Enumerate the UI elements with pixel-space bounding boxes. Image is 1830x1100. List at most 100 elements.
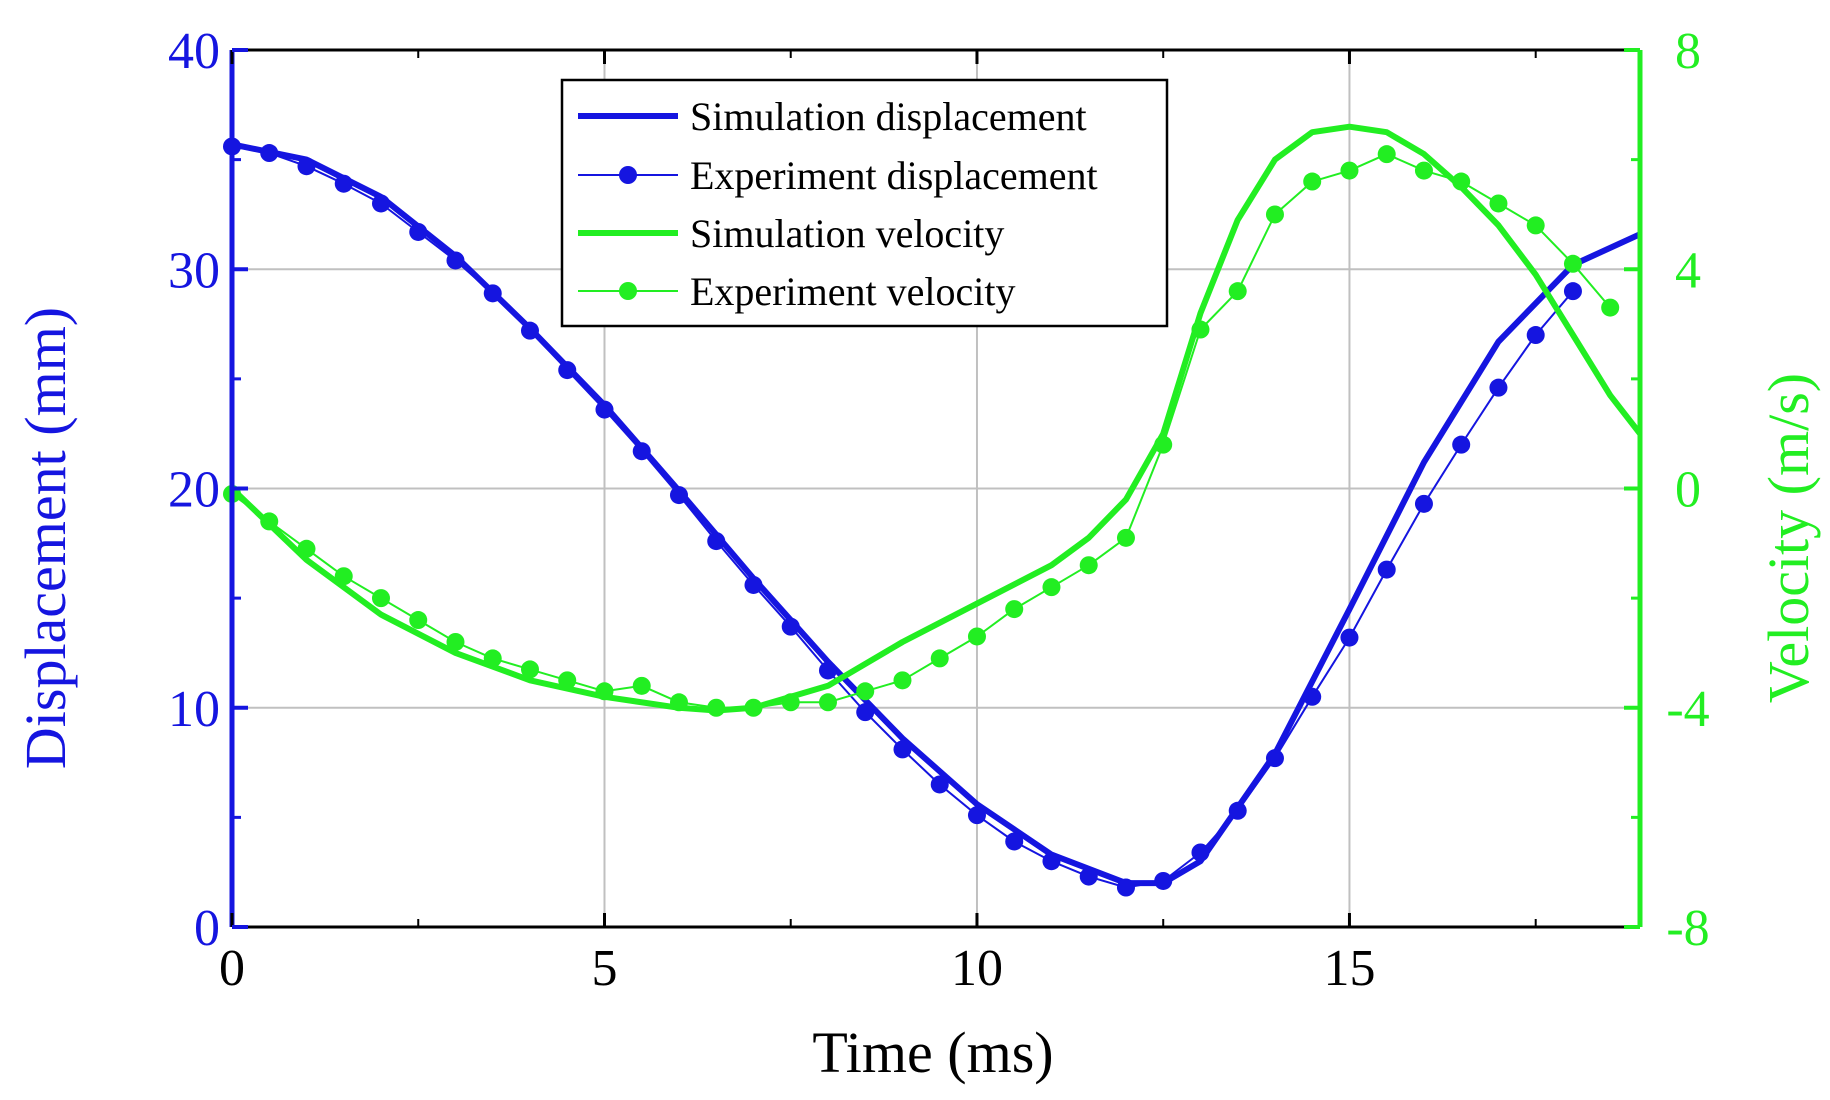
data-point-experiment-velocity-12 xyxy=(669,693,688,712)
data-point-experiment-displacement-9 xyxy=(558,361,577,380)
data-point-experiment-velocity-13 xyxy=(707,698,726,717)
x-tick-label-3: 15 xyxy=(1323,940,1375,997)
data-point-experiment-velocity-30 xyxy=(1340,161,1359,180)
data-point-experiment-displacement-5 xyxy=(409,222,428,241)
legend-label-experiment-velocity: Experiment velocity xyxy=(690,269,1015,314)
data-point-experiment-velocity-32 xyxy=(1414,161,1433,180)
data-point-experiment-displacement-33 xyxy=(1452,435,1471,454)
data-point-experiment-displacement-13 xyxy=(707,532,726,551)
y-right-tick-label-2: 0 xyxy=(1675,462,1701,519)
legend-swatch-marker-3 xyxy=(619,282,637,300)
data-point-experiment-velocity-11 xyxy=(632,676,651,695)
data-point-experiment-velocity-24 xyxy=(1116,528,1135,547)
data-point-experiment-displacement-19 xyxy=(930,775,949,794)
x-tick-label-2: 10 xyxy=(951,940,1003,997)
data-point-experiment-displacement-26 xyxy=(1191,843,1210,862)
data-point-experiment-displacement-1 xyxy=(260,144,279,163)
data-point-experiment-displacement-3 xyxy=(334,174,353,193)
x-tick-label-0: 0 xyxy=(219,940,245,997)
data-point-experiment-velocity-23 xyxy=(1079,556,1098,575)
data-point-experiment-velocity-26 xyxy=(1191,320,1210,339)
data-point-experiment-velocity-8 xyxy=(520,660,539,679)
x-tick-label-1: 5 xyxy=(591,940,617,997)
data-point-experiment-velocity-1 xyxy=(260,512,279,531)
data-point-experiment-velocity-35 xyxy=(1526,216,1545,235)
data-point-experiment-displacement-2 xyxy=(297,157,316,176)
y-left-tick-label-2: 20 xyxy=(168,462,220,519)
data-point-experiment-velocity-27 xyxy=(1228,282,1247,301)
data-point-experiment-displacement-24 xyxy=(1116,878,1135,897)
y-left-tick-label-0: 0 xyxy=(194,900,220,957)
data-point-experiment-velocity-6 xyxy=(446,632,465,651)
data-point-experiment-velocity-34 xyxy=(1489,194,1508,213)
legend-swatches xyxy=(578,113,678,300)
data-point-experiment-velocity-25 xyxy=(1154,435,1173,454)
data-point-experiment-displacement-23 xyxy=(1079,867,1098,886)
data-point-experiment-displacement-6 xyxy=(446,251,465,270)
data-point-experiment-displacement-16 xyxy=(818,661,837,680)
legend-label-simulation-displacement: Simulation displacement xyxy=(690,94,1087,139)
data-point-experiment-displacement-31 xyxy=(1377,560,1396,579)
data-point-experiment-velocity-37 xyxy=(1601,298,1620,317)
data-point-experiment-displacement-21 xyxy=(1005,832,1024,851)
data-point-experiment-velocity-33 xyxy=(1452,172,1471,191)
y-left-tick-label-3: 30 xyxy=(168,242,220,299)
y-right-tick-label-3: 4 xyxy=(1675,242,1701,299)
x-axis-title: Time (ms) xyxy=(812,1020,1053,1085)
data-point-experiment-displacement-7 xyxy=(483,284,502,303)
legend: Simulation displacement Experiment displ… xyxy=(560,78,1169,328)
data-point-experiment-displacement-11 xyxy=(632,442,651,461)
data-point-experiment-displacement-14 xyxy=(744,575,763,594)
data-point-experiment-velocity-17 xyxy=(856,682,875,701)
y-right-tick-label-4: 8 xyxy=(1675,23,1701,80)
data-point-experiment-displacement-17 xyxy=(856,703,875,722)
data-point-experiment-velocity-19 xyxy=(930,649,949,668)
data-point-experiment-velocity-16 xyxy=(818,693,837,712)
data-point-experiment-velocity-20 xyxy=(967,627,986,646)
data-point-experiment-velocity-31 xyxy=(1377,145,1396,164)
data-point-experiment-displacement-25 xyxy=(1154,871,1173,890)
data-point-experiment-displacement-28 xyxy=(1265,749,1284,768)
tick-layer: 0 5 10 15 0 10 20 30 40 -8 -4 0 4 8 xyxy=(168,23,1710,997)
y-left-tick-label-4: 40 xyxy=(168,23,220,80)
data-point-experiment-velocity-22 xyxy=(1042,578,1061,597)
data-point-experiment-displacement-36 xyxy=(1563,282,1582,301)
legend-swatch-marker-1 xyxy=(619,166,637,184)
data-point-experiment-velocity-5 xyxy=(409,611,428,630)
data-point-experiment-velocity-18 xyxy=(893,671,912,690)
data-point-experiment-displacement-32 xyxy=(1414,494,1433,513)
y-left-axis-title: Displacement (mm) xyxy=(13,307,78,769)
data-point-experiment-displacement-20 xyxy=(967,806,986,825)
y-right-axis-title: Velocity (m/s) xyxy=(1756,373,1821,703)
data-point-experiment-velocity-15 xyxy=(781,693,800,712)
data-point-experiment-velocity-29 xyxy=(1303,172,1322,191)
y-right-tick-label-0: -8 xyxy=(1666,900,1709,957)
legend-label-simulation-velocity: Simulation velocity xyxy=(690,211,1004,256)
legend-box xyxy=(560,78,1169,328)
data-point-experiment-velocity-28 xyxy=(1265,205,1284,224)
series-line-simulation-displacement xyxy=(232,141,1640,887)
data-point-experiment-displacement-27 xyxy=(1228,801,1247,820)
data-point-experiment-displacement-30 xyxy=(1340,628,1359,647)
data-point-experiment-velocity-2 xyxy=(297,539,316,558)
data-point-experiment-velocity-21 xyxy=(1005,600,1024,619)
data-point-experiment-velocity-3 xyxy=(334,567,353,586)
data-point-experiment-displacement-29 xyxy=(1303,687,1322,706)
legend-label-experiment-displacement: Experiment displacement xyxy=(690,153,1098,198)
data-point-experiment-velocity-7 xyxy=(483,649,502,668)
data-point-experiment-displacement-18 xyxy=(893,740,912,759)
data-point-experiment-displacement-35 xyxy=(1526,326,1545,345)
series-layer xyxy=(223,123,1640,897)
data-point-experiment-displacement-4 xyxy=(371,194,390,213)
data-point-experiment-displacement-12 xyxy=(669,486,688,505)
data-point-experiment-velocity-14 xyxy=(744,698,763,717)
data-point-experiment-displacement-34 xyxy=(1489,378,1508,397)
data-point-experiment-displacement-8 xyxy=(520,321,539,340)
data-point-experiment-velocity-9 xyxy=(558,671,577,690)
data-point-experiment-velocity-4 xyxy=(371,589,390,608)
data-point-experiment-displacement-22 xyxy=(1042,852,1061,871)
data-point-experiment-displacement-15 xyxy=(781,617,800,636)
y-left-tick-label-1: 10 xyxy=(168,681,220,738)
